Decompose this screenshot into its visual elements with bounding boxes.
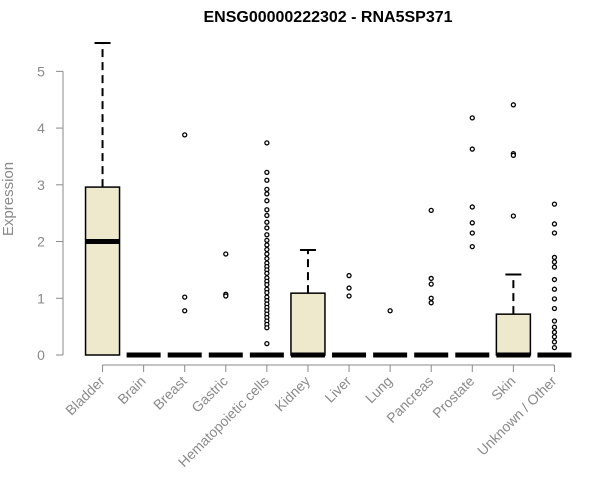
outlier-point (551, 324, 558, 330)
outlier-point (264, 251, 270, 257)
x-tick-label: Brain (114, 373, 148, 407)
outlier-point (551, 318, 558, 324)
outlier-point (551, 286, 558, 292)
outlier-point (264, 282, 270, 288)
x-tick-label: Bladder (62, 373, 108, 419)
outlier-point (264, 219, 270, 225)
box-breast (167, 132, 202, 358)
outlier-point (469, 244, 475, 250)
box-bladder (84, 42, 121, 356)
outlier-point (264, 270, 270, 276)
outlier-point (223, 251, 229, 257)
outlier-point (264, 191, 270, 197)
outlier-point (551, 329, 558, 335)
x-tick-label: Breast (150, 373, 190, 413)
y-tick-label: 1 (37, 290, 45, 306)
y-tick-label: 3 (37, 177, 45, 193)
x-tick-label: Lung (362, 373, 395, 406)
outlier-point (346, 293, 352, 299)
box-body (495, 313, 532, 356)
box-gastric (208, 251, 243, 358)
box-skin (495, 102, 532, 358)
outlier-point (182, 132, 188, 138)
outlier-point (551, 254, 558, 261)
outlier-point (510, 152, 517, 158)
outlier-point (551, 264, 558, 270)
box-prostate (455, 115, 490, 358)
outlier-point (182, 308, 188, 314)
outlier-point (264, 207, 270, 213)
outlier-point (264, 140, 270, 146)
outlier-point (264, 169, 270, 175)
box-pancreas (414, 207, 449, 358)
boxes-group (84, 42, 572, 358)
outlier-point (264, 242, 270, 248)
y-axis: 0 1 2 3 4 5 (37, 63, 64, 363)
outlier-point (469, 220, 475, 226)
outlier-point (551, 305, 558, 312)
outlier-point (551, 334, 558, 340)
outlier-point (428, 300, 434, 306)
outlier-point (264, 198, 270, 204)
box-body (84, 186, 121, 356)
outlier-point (223, 293, 229, 299)
box-liver (332, 272, 367, 358)
outlier-point (182, 294, 188, 300)
outlier-point (469, 204, 475, 210)
outlier-point (428, 275, 434, 282)
x-tick-label: Skin (488, 373, 519, 404)
outlier-point (510, 102, 517, 108)
outlier-point (551, 344, 558, 351)
outlier-point (428, 295, 434, 301)
box-lung (373, 308, 408, 358)
y-tick-label: 5 (37, 63, 45, 79)
outlier-point (264, 246, 270, 253)
outlier-point (264, 341, 270, 347)
outlier-point (428, 281, 434, 287)
outlier-point (264, 177, 270, 183)
y-axis-label: Expression (0, 162, 17, 236)
outlier-point (264, 289, 270, 296)
x-tick-label: Liver (321, 373, 354, 406)
outlier-point (551, 296, 558, 302)
outlier-point (551, 230, 558, 236)
outlier-point (551, 221, 558, 227)
outlier-point (264, 325, 270, 331)
outlier-point (469, 146, 475, 152)
outlier-point (551, 201, 558, 207)
outlier-point (264, 232, 270, 238)
y-tick-label: 2 (37, 234, 45, 250)
outlier-point (428, 207, 434, 213)
outlier-point (551, 259, 558, 265)
outlier-point (551, 339, 558, 345)
outlier-point (469, 115, 475, 121)
outlier-point (387, 308, 393, 314)
x-tick-label: Kidney (271, 373, 313, 415)
chart-title: ENSG00000222302 - RNA5SP371 (203, 9, 452, 26)
x-tick-label: Prostate (429, 373, 477, 421)
outlier-point (346, 285, 352, 291)
box-hematopoietic-cells (249, 140, 284, 358)
outlier-point (469, 230, 475, 236)
outlier-point (264, 186, 270, 193)
outlier-point (551, 276, 558, 283)
box-body (290, 292, 326, 356)
box-unknown-other (537, 201, 572, 358)
y-tick-label: 4 (37, 120, 45, 136)
outlier-point (510, 213, 517, 219)
outlier-point (346, 272, 352, 279)
outlier-point (264, 237, 270, 244)
box-kidney (290, 249, 326, 358)
outlier-point (264, 225, 270, 231)
y-tick-label: 0 (37, 347, 45, 363)
outlier-point (264, 212, 270, 219)
outlier-point (264, 255, 270, 262)
